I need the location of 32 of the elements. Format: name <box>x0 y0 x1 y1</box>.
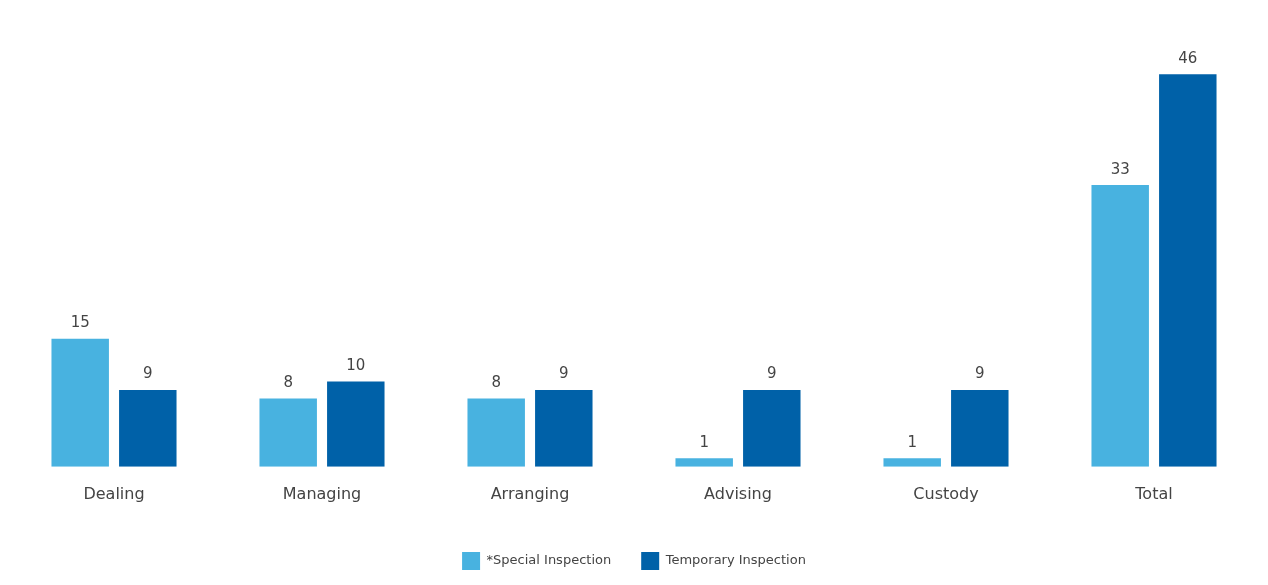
bar <box>1159 74 1217 467</box>
bar <box>1091 185 1149 467</box>
data-label: 1 <box>699 432 709 451</box>
data-label: 9 <box>143 364 153 383</box>
data-label: 46 <box>1178 48 1198 67</box>
bar <box>535 389 593 467</box>
data-label: 9 <box>975 364 985 383</box>
bar <box>259 398 317 467</box>
bar <box>51 338 109 467</box>
bar <box>743 389 801 467</box>
data-label: 15 <box>70 313 90 332</box>
data-label: 8 <box>283 372 293 391</box>
data-label: 10 <box>346 355 366 374</box>
bar <box>883 458 941 467</box>
x-tick-label: Total <box>1134 483 1173 503</box>
x-tick-label: Arranging <box>490 483 570 503</box>
data-label: 33 <box>1110 159 1130 178</box>
data-label: 9 <box>559 364 569 383</box>
bar <box>467 398 525 467</box>
bar <box>951 389 1009 467</box>
x-tick-label: Dealing <box>83 483 145 503</box>
bar <box>675 458 733 467</box>
legend-label: Temporary Inspection <box>664 552 806 568</box>
bar <box>119 389 177 467</box>
x-tick-label: Managing <box>282 483 362 503</box>
data-label: 1 <box>907 432 917 451</box>
bar <box>327 381 385 467</box>
legend-label: *Special Inspection <box>486 552 612 568</box>
x-tick-label: Custody <box>913 483 979 503</box>
x-tick-label: Advising <box>704 483 772 503</box>
data-label: 8 <box>491 372 501 391</box>
data-label: 9 <box>767 364 777 383</box>
